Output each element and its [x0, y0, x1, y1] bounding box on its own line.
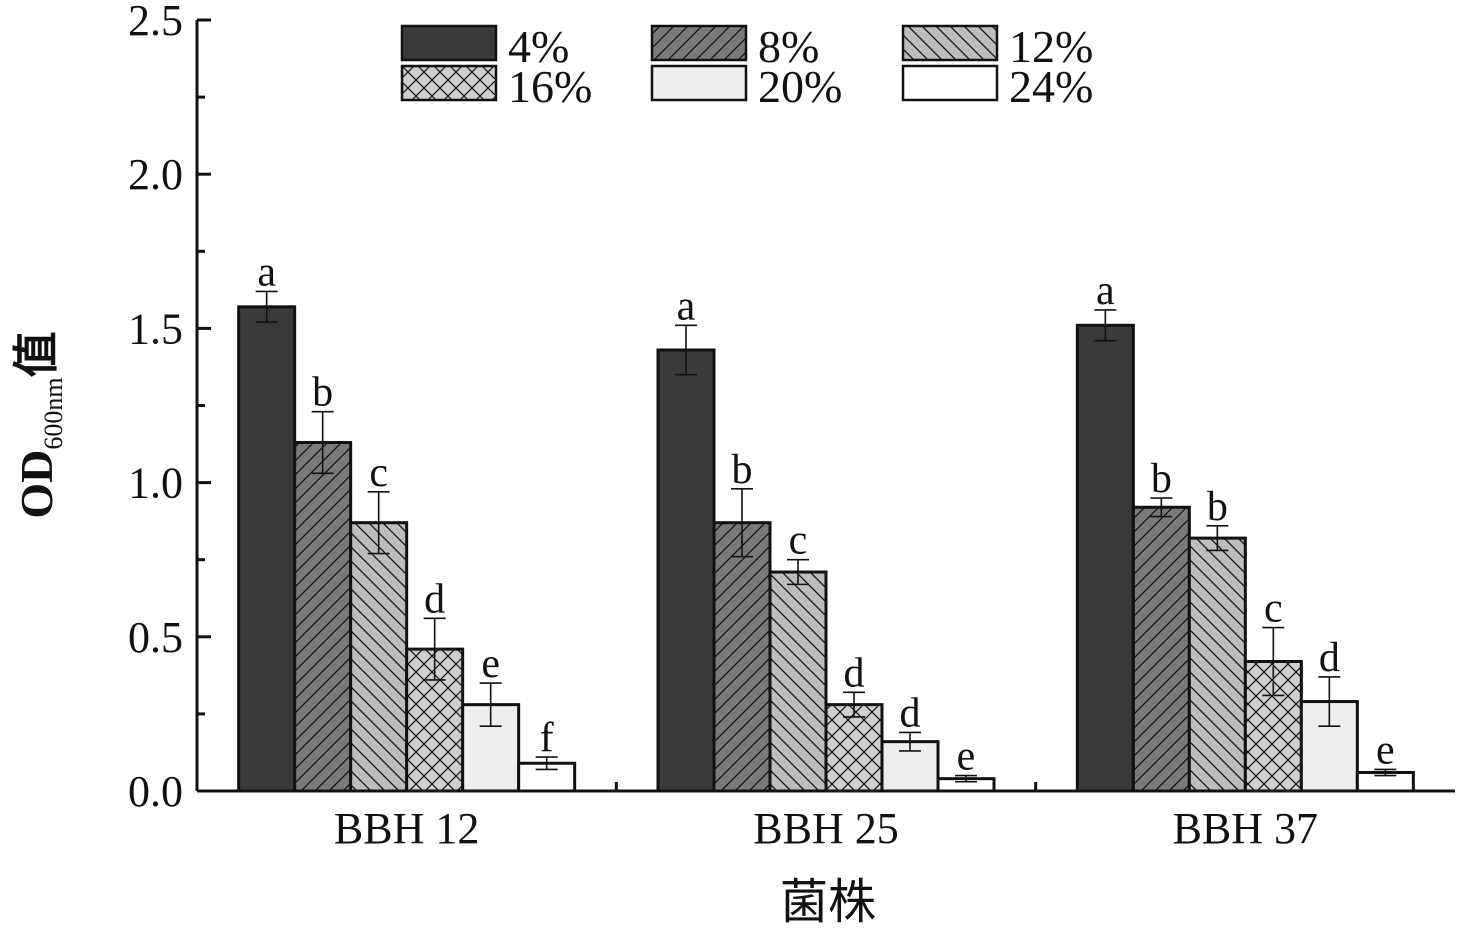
y-tick-label: 2.5 [128, 0, 183, 45]
significance-letter: b [1151, 456, 1172, 502]
y-axis-label: OD600nm值 [9, 331, 68, 518]
significance-letter: f [540, 715, 554, 761]
legend-label: 20% [758, 61, 842, 112]
significance-letter: d [424, 576, 445, 622]
bar [712, 521, 772, 793]
significance-letter: d [844, 650, 865, 696]
legend-swatch [901, 64, 999, 102]
legend-swatch [650, 64, 748, 102]
bar [349, 521, 409, 793]
significance-letter: c [789, 518, 808, 564]
significance-letter: b [1207, 484, 1228, 530]
y-tick-label: 1.0 [128, 459, 183, 508]
significance-letter: c [369, 450, 388, 496]
legend-label: 12% [1009, 21, 1093, 72]
legend-swatch [650, 24, 748, 62]
bar [656, 348, 716, 793]
bar [1075, 323, 1135, 793]
x-tick-label: BBH 12 [334, 804, 479, 853]
legend-label: 8% [758, 21, 819, 72]
significance-letter: b [732, 447, 753, 493]
bar [824, 703, 884, 793]
significance-letter: b [312, 370, 333, 416]
significance-letter: a [257, 249, 276, 295]
x-axis-label: 菌株 [780, 876, 876, 929]
significance-letter: a [677, 283, 696, 329]
bar [293, 441, 353, 793]
significance-letter: d [1319, 635, 1340, 681]
y-tick-label: 2.0 [128, 150, 183, 199]
y-axis-label-sub: 600nm [39, 377, 68, 449]
legend-label: 24% [1009, 61, 1093, 112]
bar [1131, 505, 1191, 793]
legend-swatch [901, 24, 999, 62]
y-tick-label: 0.0 [128, 767, 183, 816]
y-axis-label-main: OD [11, 450, 62, 519]
x-tick-label: BBH 25 [753, 804, 898, 853]
bar [237, 305, 297, 793]
y-tick-label: 0.5 [128, 613, 183, 662]
legend-swatch [400, 24, 498, 62]
significance-letter: d [900, 690, 921, 736]
bar [768, 570, 828, 793]
y-axis-label-suffix: 值 [9, 331, 63, 377]
legend-label: 16% [508, 61, 592, 112]
legend-swatch [400, 64, 498, 102]
bar [1187, 536, 1247, 793]
significance-letter: c [1264, 586, 1283, 632]
legend-label: 4% [508, 21, 569, 72]
significance-letter: a [1096, 268, 1115, 314]
svg-text:OD600nm值: OD600nm值 [9, 331, 68, 518]
significance-letter: e [481, 641, 500, 687]
significance-letter: e [957, 734, 976, 780]
y-tick-label: 1.5 [128, 304, 183, 353]
x-tick-label: BBH 37 [1173, 804, 1318, 853]
significance-letter: e [1376, 727, 1395, 773]
